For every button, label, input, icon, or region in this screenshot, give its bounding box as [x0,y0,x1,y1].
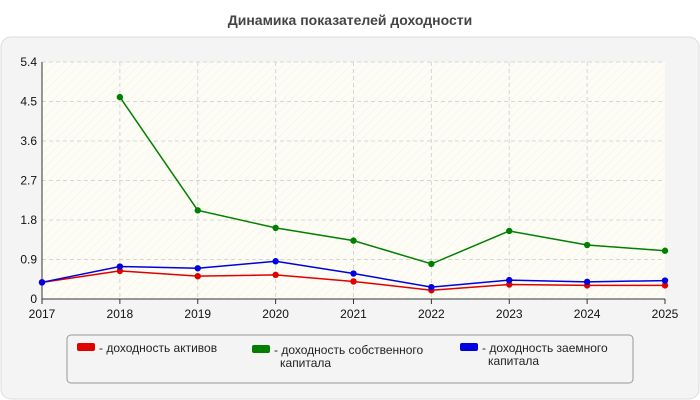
x-tick-label: 2022 [418,307,445,321]
series-point-0[interactable] [116,267,124,275]
legend-item-debt[interactable]: - доходность заемного капитала [460,341,611,368]
y-tick-label: 4.5 [20,95,37,109]
y-tick-label: 0.9 [20,253,37,267]
series-point-1[interactable] [116,93,124,101]
chart-title: Динамика показателей доходности [228,12,473,28]
series-point-0[interactable] [194,272,201,280]
series-point-0[interactable] [661,282,669,289]
series-line-1 [119,96,666,265]
series-point-2[interactable] [194,265,201,272]
series-point-0[interactable] [350,278,357,285]
series-point-0[interactable] [506,281,513,288]
legend-swatch-debt [460,343,478,351]
series-point-1[interactable] [194,207,201,214]
axes: 0 0.9 1.8 2.7 3.6 4.5 5.4 2017 2018 2019 2020 2021 2… [20,55,678,321]
series-point-0[interactable] [272,271,279,279]
x-tick-label: 2019 [184,307,211,321]
legend-label-assets: - доходность активов [99,341,217,355]
series-point-1[interactable] [428,260,435,268]
series-layer [38,93,669,294]
series-point-1[interactable] [506,227,513,235]
series-point-2[interactable] [428,283,435,291]
y-tick-label: 3.6 [20,134,37,148]
legend-item-assets[interactable]: - доходность активов [77,341,217,355]
y-tick-label: 5.4 [20,55,37,69]
x-tick-label: 2018 [107,307,134,321]
series-point-2[interactable] [350,270,357,277]
legend-box [66,334,634,384]
legend-label-equity: - доходность собственного капитала [274,343,427,370]
series-point-1[interactable] [661,247,669,254]
series-point-1[interactable] [272,224,279,232]
x-tick-label: 2025 [652,307,679,321]
x-tick-label: 2017 [29,307,56,321]
legend-swatch-equity [252,345,270,353]
x-tick-label: 2023 [496,307,523,321]
y-tick-label: 2.7 [20,174,37,188]
series-point-2[interactable] [272,258,279,265]
series-point-2[interactable] [506,276,513,284]
series-point-2[interactable] [116,263,124,270]
series-point-2[interactable] [661,277,669,284]
y-tick-label: 1.8 [20,213,37,227]
legend-swatch-assets [77,343,95,351]
legend-item-equity[interactable]: - доходность собственного капитала [252,343,427,370]
x-tick-label: 2020 [262,307,289,321]
legend-label-debt: - доходность заемного капитала [482,341,611,368]
grid [42,61,665,299]
series-point-1[interactable] [583,241,591,249]
series-point-2[interactable] [38,279,46,286]
y-tick-label: 0 [30,292,37,306]
legend: - доходность активов - доходность собств… [66,334,634,384]
x-tick-label: 2021 [340,307,367,321]
x-tick-label: 2024 [574,307,601,321]
series-point-2[interactable] [583,278,591,286]
series-point-1[interactable] [350,237,357,244]
